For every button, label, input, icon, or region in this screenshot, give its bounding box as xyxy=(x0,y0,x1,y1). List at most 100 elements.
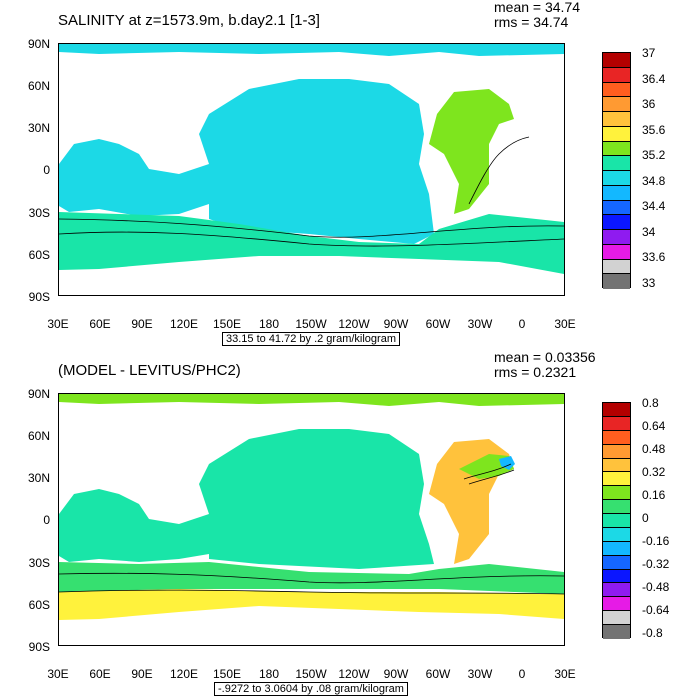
lon-label: 120W xyxy=(338,317,370,331)
anomaly-stats: mean = 0.03356 rms = 0.2321 xyxy=(494,350,596,380)
colorbar-box xyxy=(603,541,630,556)
colorbar-box xyxy=(603,126,630,142)
colorbar-box xyxy=(603,458,630,473)
colorbar-box xyxy=(603,141,630,157)
colorbar-box xyxy=(603,625,630,639)
colorbar-label: 36 xyxy=(642,97,656,112)
lon-label: 90W xyxy=(383,667,409,681)
pacific-anomaly xyxy=(199,429,434,569)
contour-line-b xyxy=(59,589,564,595)
pacific-ocean xyxy=(199,79,434,244)
salinity-title: SALINITY at z=1573.9m, b.day2.1 [1-3] xyxy=(58,12,320,29)
salinity-panel: SALINITY at z=1573.9m, b.day2.1 [1-3] me… xyxy=(27,0,666,346)
salinity-map-svg xyxy=(59,44,564,274)
colorbar-box xyxy=(603,430,630,445)
salinity-units-box: 33.15 to 41.72 by .2 gram/kilogram xyxy=(222,332,400,346)
colorbar-label: 0.16 xyxy=(642,488,666,502)
colorbar-box xyxy=(603,53,630,68)
anomaly-mean: mean = 0.03356 xyxy=(494,349,596,365)
colorbar-label: 0.32 xyxy=(642,465,666,479)
salinity-mean: mean = 34.74 xyxy=(494,0,581,15)
colorbar-box xyxy=(603,555,630,570)
colorbar-label: 0.8 xyxy=(642,396,659,410)
lat-label: 60N xyxy=(27,79,50,93)
colorbar-box xyxy=(603,500,630,514)
lon-label: 150W xyxy=(295,667,327,681)
atlantic-anomaly-blue xyxy=(499,456,515,470)
anomaly-units-box: -.9272 to 3.0604 by .08 gram/kilogram xyxy=(214,682,408,696)
lon-label: 30E xyxy=(554,667,576,681)
lon-label: 90E xyxy=(131,667,153,681)
salinity-map xyxy=(58,43,565,296)
colorbar-label: 34.8 xyxy=(642,173,666,188)
lon-label: 150E xyxy=(212,317,242,331)
colorbar-box xyxy=(603,112,630,127)
lon-label: 0 xyxy=(518,667,526,681)
lat-label: 30N xyxy=(27,121,50,135)
anomaly-map xyxy=(58,393,565,646)
colorbar-box xyxy=(603,403,630,417)
colorbar-label: 37 xyxy=(642,46,656,60)
colorbar-label: 34 xyxy=(642,224,656,239)
colorbar-box xyxy=(603,597,630,612)
indian-ocean xyxy=(59,139,209,216)
colorbar-box xyxy=(603,230,630,245)
lon-label: 30E xyxy=(47,667,69,681)
colorbar-label: 36.4 xyxy=(642,71,666,86)
anomaly-rms: rms = 0.2321 xyxy=(494,364,577,380)
lon-label: 120E xyxy=(169,667,199,681)
lon-label: 60E xyxy=(89,317,111,331)
lat-label: 90S xyxy=(28,290,50,304)
salinity-rms: rms = 34.74 xyxy=(494,14,569,30)
lon-label: 150W xyxy=(295,317,327,331)
lon-label: 150E xyxy=(212,667,242,681)
lon-label: 30E xyxy=(554,317,576,331)
colorbar-label: -0.8 xyxy=(642,626,663,640)
lon-label: 60W xyxy=(425,667,451,681)
lat-label: 90N xyxy=(27,37,50,51)
colorbar-box xyxy=(603,274,630,289)
salinity-colorbar xyxy=(602,52,631,289)
colorbar-label: 33 xyxy=(642,276,656,290)
lon-label: 30W xyxy=(467,667,493,681)
colorbar-label: 0.64 xyxy=(642,419,666,433)
colorbar-label: -0.32 xyxy=(642,557,670,571)
lat-label: 90S xyxy=(28,640,50,654)
anomaly-panel: (MODEL - LEVITUS/PHC2) mean = 0.03356 rm… xyxy=(0,350,700,700)
colorbar-box xyxy=(603,486,630,501)
colorbar-box xyxy=(603,259,630,275)
colorbar-box xyxy=(603,514,630,528)
colorbar-box xyxy=(603,67,630,83)
lon-label: 90E xyxy=(131,317,153,331)
colorbar-label: 35.6 xyxy=(642,122,666,137)
colorbar-box xyxy=(603,569,630,584)
lon-label: 60W xyxy=(425,317,451,331)
salinity-stats: mean = 34.74 rms = 34.74 xyxy=(494,0,580,30)
lat-label: 60S xyxy=(28,598,50,612)
colorbar-box xyxy=(603,527,630,542)
lat-label: 0 xyxy=(43,513,50,527)
colorbar-box xyxy=(603,185,630,201)
lon-label: 30W xyxy=(467,317,493,331)
lat-label: 30N xyxy=(27,471,50,485)
colorbar-box xyxy=(603,200,630,216)
lon-label: 30E xyxy=(47,317,69,331)
colorbar-label: -0.16 xyxy=(642,534,670,548)
colorbar-box xyxy=(603,583,630,598)
lon-label: 120W xyxy=(338,667,370,681)
colorbar-box xyxy=(603,444,630,459)
contour-line-1 xyxy=(59,231,564,247)
colorbar-label: 0.48 xyxy=(642,442,666,456)
colorbar-label: -0.64 xyxy=(642,603,670,617)
contour-line-a xyxy=(59,572,564,584)
colorbar-box xyxy=(603,244,630,260)
atlantic-ocean xyxy=(429,89,514,214)
colorbar-box xyxy=(603,416,630,431)
contour-line-3 xyxy=(468,136,530,205)
southern-anomaly-yellow xyxy=(59,589,564,620)
lat-label: 90N xyxy=(27,387,50,401)
colorbar-label: 35.2 xyxy=(642,148,666,163)
lat-label: 0 xyxy=(43,163,50,177)
colorbar-label: 34.4 xyxy=(642,199,666,214)
lon-label: 0 xyxy=(518,317,526,331)
